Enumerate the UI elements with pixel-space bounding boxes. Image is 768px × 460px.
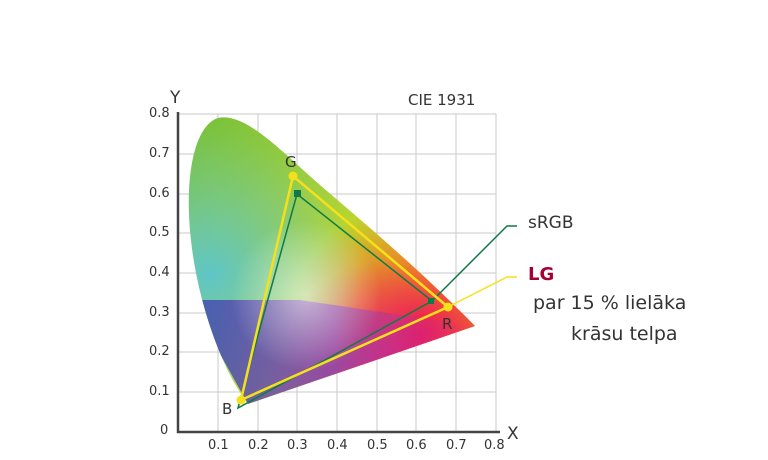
y-tick: 0.4 [149,265,170,280]
srgb-leader-line [431,225,517,302]
y-tick: 0 [160,423,169,438]
y-axis-label: Y [170,88,181,108]
y-tick: 0.6 [149,186,170,201]
point-label-g: G [285,153,297,171]
y-tick: 0.5 [149,225,170,240]
y-tick: 0.8 [149,106,170,121]
x-tick: 0.2 [248,438,269,453]
srgb-triangle [236,190,517,410]
x-tick: 0.7 [446,438,467,453]
y-tick: 0.3 [149,305,170,320]
legend-lg-desc-line2: krāsu telpa [571,323,678,345]
chart-title: CIE 1931 [408,91,476,109]
point-label-b: B [222,400,233,418]
legend-srgb: sRGB [528,213,574,233]
lg-leader-line [447,276,517,308]
y-tick: 0.2 [149,344,170,359]
x-tick: 0.8 [484,438,505,453]
axes [176,112,500,434]
x-tick: 0.4 [327,438,348,453]
y-tick: 0.7 [149,146,170,161]
x-tick: 0.1 [208,438,229,453]
cie-horseshoe [188,117,475,404]
x-axis-label: X [507,424,519,444]
x-tick: 0.3 [287,438,308,453]
legend-lg: LG [528,264,555,285]
point-label-r: R [442,315,453,333]
legend-lg-desc-line1: par 15 % lielāka [533,292,687,314]
x-tick: 0.6 [406,438,427,453]
lg-triangle [236,171,517,405]
y-tick: 0.1 [149,384,170,399]
x-tick: 0.5 [367,438,388,453]
